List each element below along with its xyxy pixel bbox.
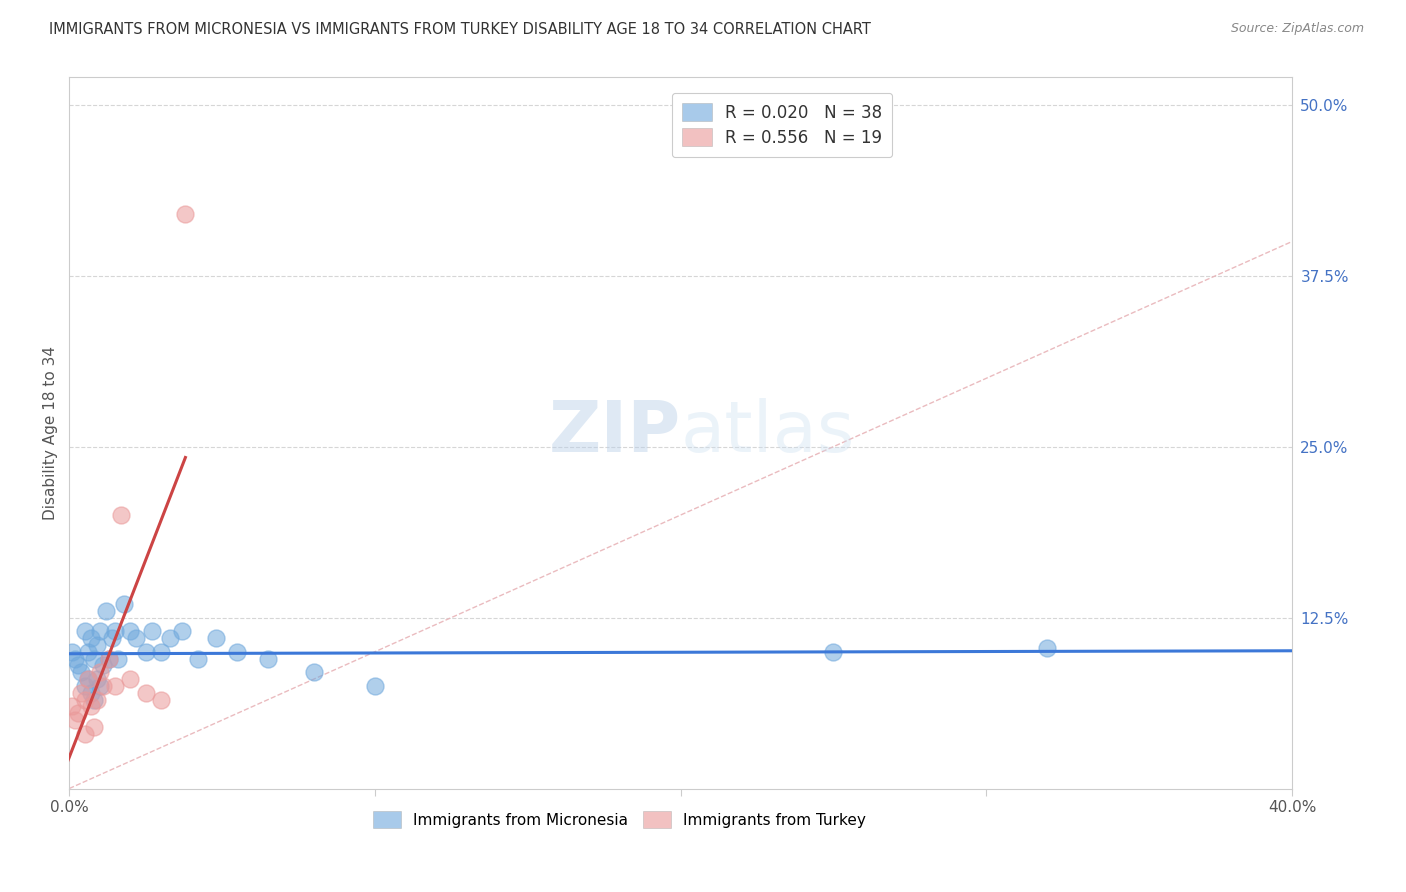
Point [149,692,172,706]
Point [226,645,249,659]
Point [83,651,105,665]
Point [98,651,121,665]
Text: Source: ZipAtlas.com: Source: ZipAtlas.com [1230,22,1364,36]
Point [823,645,845,659]
Point [125,631,148,645]
Point [83,692,105,706]
Point [120,624,142,639]
Point [73,624,96,639]
Point [187,651,209,665]
Point [76,645,98,659]
Point [257,651,280,665]
Point [172,624,194,639]
Point [89,624,111,639]
Point [104,624,127,639]
Point [1036,640,1059,655]
Point [174,207,197,221]
Point [86,638,108,652]
Point [98,651,121,665]
Point [79,699,101,714]
Point [141,624,163,639]
Point [149,645,172,659]
Point [302,665,325,680]
Point [67,706,90,721]
Point [364,679,387,693]
Point [60,699,83,714]
Point [89,679,111,693]
Point [86,672,108,686]
Text: atlas: atlas [681,399,855,467]
Text: IMMIGRANTS FROM MICRONESIA VS IMMIGRANTS FROM TURKEY DISABILITY AGE 18 TO 34 COR: IMMIGRANTS FROM MICRONESIA VS IMMIGRANTS… [49,22,872,37]
Point [101,631,124,645]
Point [73,679,96,693]
Point [70,665,93,680]
Point [67,658,90,673]
Point [79,631,101,645]
Point [65,651,87,665]
Legend: Immigrants from Micronesia, Immigrants from Turkey: Immigrants from Micronesia, Immigrants f… [367,805,872,834]
Point [86,692,108,706]
Point [107,651,129,665]
Point [83,720,105,734]
Point [73,692,96,706]
Point [76,672,98,686]
Point [91,658,114,673]
Point [159,631,181,645]
Point [205,631,228,645]
Point [104,679,127,693]
Point [60,645,83,659]
Y-axis label: Disability Age 18 to 34: Disability Age 18 to 34 [44,346,58,520]
Point [91,679,114,693]
Point [135,645,157,659]
Point [120,672,142,686]
Point [94,604,117,618]
Point [73,727,96,741]
Point [110,508,132,522]
Point [76,672,98,686]
Point [112,597,135,611]
Point [70,686,93,700]
Text: ZIP: ZIP [548,399,681,467]
Point [135,686,157,700]
Point [65,713,87,727]
Point [79,686,101,700]
Point [89,665,111,680]
